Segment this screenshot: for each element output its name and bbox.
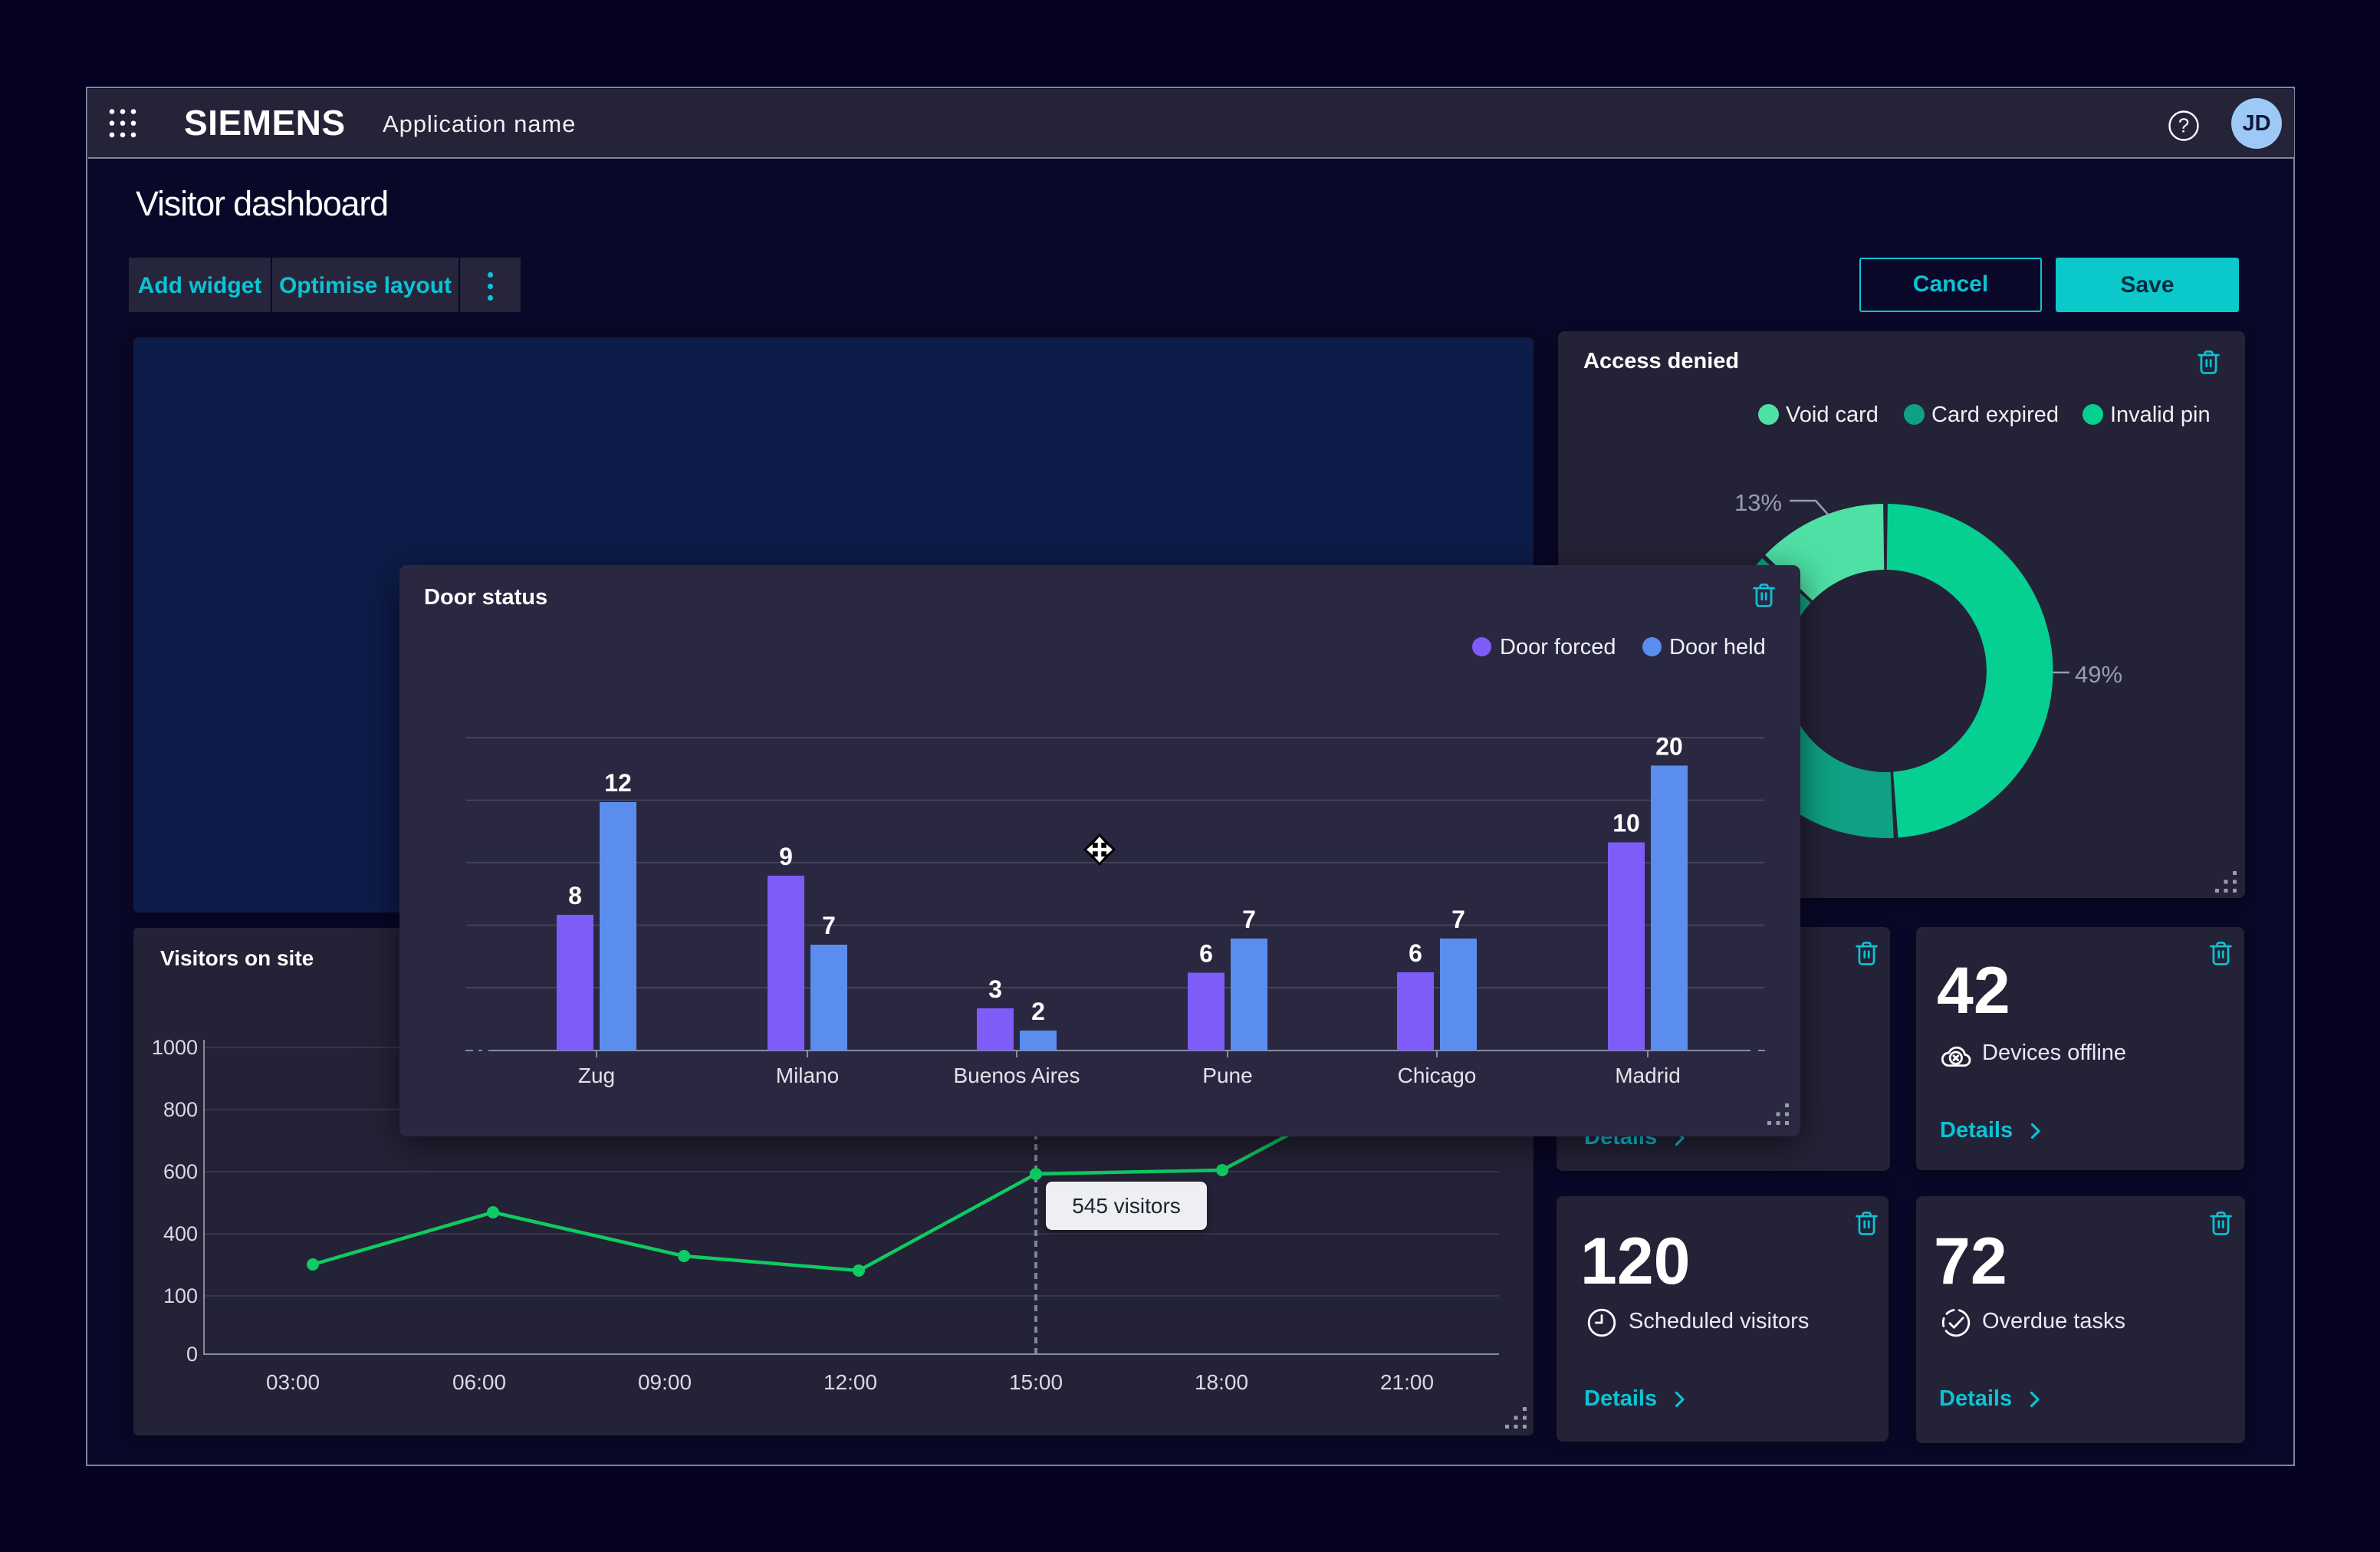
svg-text:20: 20 [1655, 732, 1683, 760]
svg-text:8: 8 [568, 882, 582, 909]
svg-text:21:00: 21:00 [1380, 1370, 1434, 1394]
svg-text:Chicago: Chicago [1398, 1064, 1477, 1087]
svg-text:2: 2 [1031, 998, 1045, 1025]
svg-text:Zug: Zug [578, 1064, 615, 1087]
svg-text:400: 400 [163, 1222, 198, 1245]
svg-text:Madrid: Madrid [1615, 1064, 1681, 1087]
svg-text:10: 10 [1612, 810, 1640, 837]
svg-text:Pune: Pune [1202, 1064, 1252, 1087]
svg-text:100: 100 [163, 1284, 198, 1307]
svg-text:06:00: 06:00 [452, 1370, 506, 1394]
svg-text:0: 0 [186, 1343, 198, 1366]
svg-text:800: 800 [163, 1098, 198, 1121]
svg-text:1000: 1000 [152, 1036, 198, 1059]
svg-text:03:00: 03:00 [266, 1370, 320, 1394]
svg-text:7: 7 [1451, 906, 1465, 933]
svg-text:15:00: 15:00 [1009, 1370, 1063, 1394]
svg-text:Buenos Aires: Buenos Aires [954, 1064, 1080, 1087]
svg-text:7: 7 [822, 912, 836, 939]
svg-text:13%: 13% [1734, 489, 1782, 516]
svg-text:6: 6 [1199, 940, 1213, 968]
svg-text:Milano: Milano [776, 1064, 839, 1087]
svg-text:12:00: 12:00 [823, 1370, 877, 1394]
svg-text:12: 12 [604, 769, 632, 797]
svg-text:49%: 49% [2075, 661, 2122, 688]
svg-text:7: 7 [1242, 906, 1256, 933]
svg-text:?: ? [2178, 114, 2189, 137]
svg-text:600: 600 [163, 1160, 198, 1183]
svg-text:9: 9 [779, 843, 793, 870]
svg-text:6: 6 [1409, 939, 1422, 967]
svg-text:09:00: 09:00 [638, 1370, 692, 1394]
svg-text:18:00: 18:00 [1195, 1370, 1248, 1394]
svg-text:3: 3 [988, 975, 1002, 1003]
